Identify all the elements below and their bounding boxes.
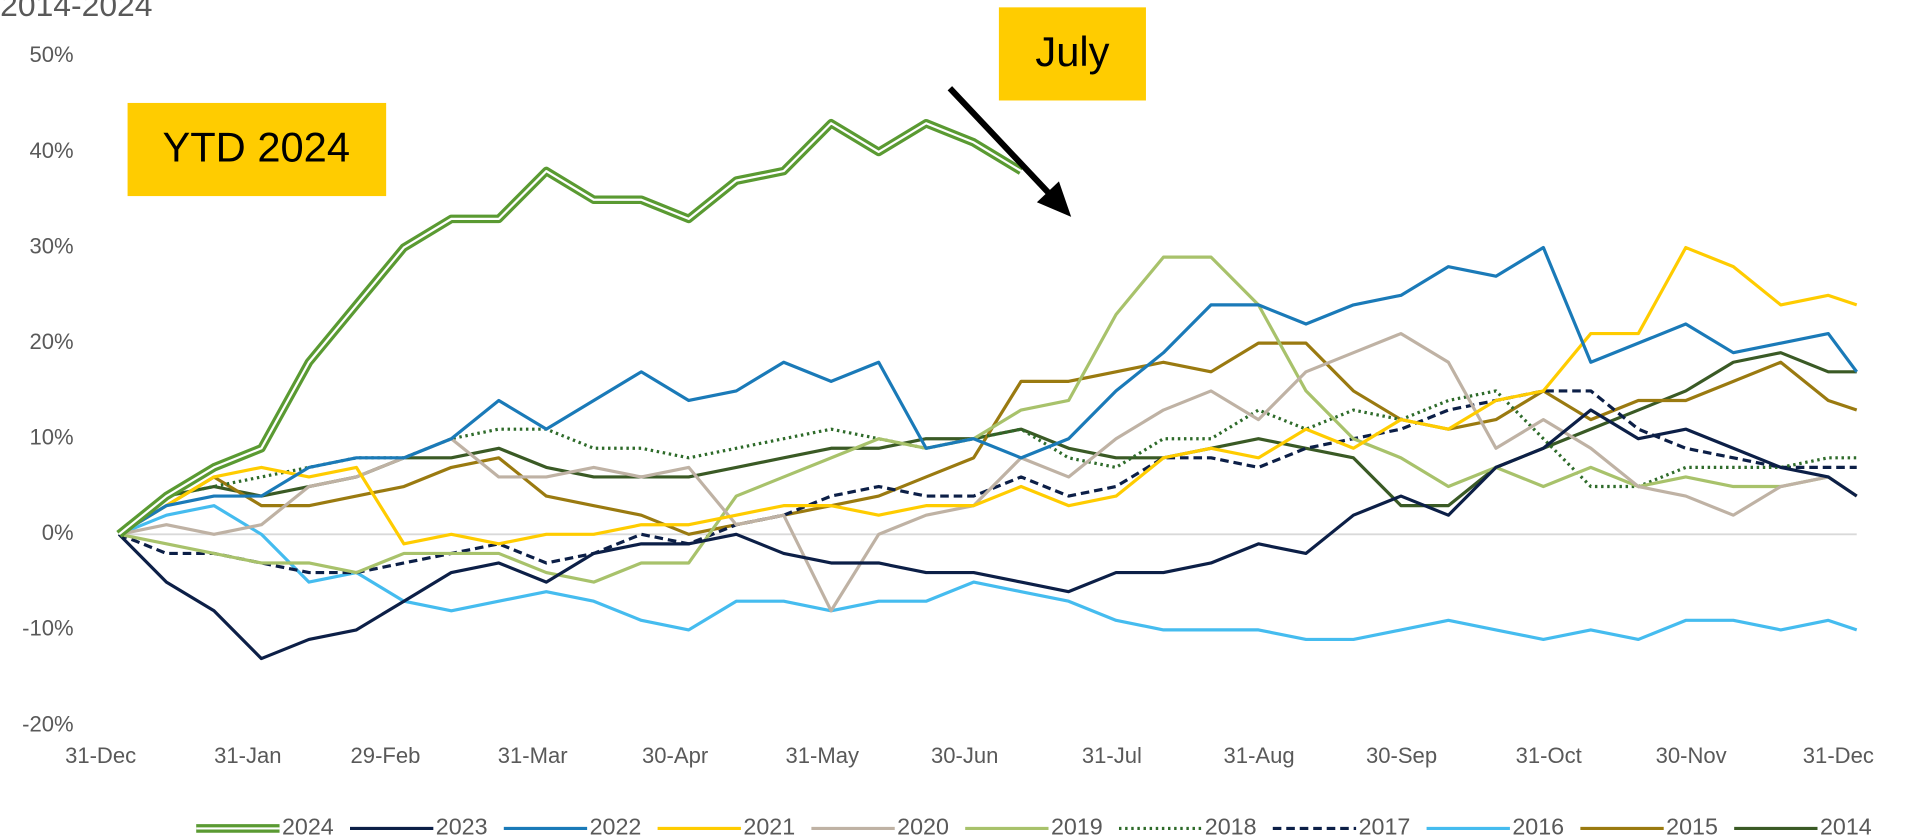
x-tick-label: 30-Nov bbox=[1656, 743, 1727, 768]
legend-label: 2021 bbox=[743, 814, 795, 837]
legend-label: 2015 bbox=[1666, 814, 1718, 837]
y-tick-label: 20% bbox=[30, 329, 74, 354]
y-tick-label: -10% bbox=[22, 616, 73, 641]
y-tick-label: 10% bbox=[30, 425, 74, 450]
x-tick-label: 31-Dec bbox=[65, 743, 136, 768]
series-line bbox=[118, 245, 1858, 546]
x-tick-label: 31-Aug bbox=[1224, 743, 1295, 768]
series-line bbox=[118, 255, 1858, 584]
series-line bbox=[118, 331, 1858, 613]
x-tick-label: 31-Jan bbox=[214, 743, 281, 768]
legend-label: 2022 bbox=[590, 814, 642, 837]
y-tick-label: 30% bbox=[30, 233, 74, 258]
x-tick-label: 31-Mar bbox=[498, 743, 568, 768]
series-line bbox=[118, 351, 1857, 536]
x-tick-label: 31-Jul bbox=[1082, 743, 1142, 768]
chart-title: 2014-2024 bbox=[0, 0, 152, 23]
x-tick-label: 30-Sep bbox=[1366, 743, 1437, 768]
y-tick-label: 0% bbox=[42, 520, 74, 545]
annotation-box bbox=[998, 7, 1146, 101]
series-line bbox=[117, 408, 1858, 661]
x-tick-label: 31-May bbox=[786, 743, 860, 768]
legend-label: 2017 bbox=[1359, 814, 1411, 837]
x-tick-label: 31-Oct bbox=[1516, 743, 1582, 768]
y-tick-label: 40% bbox=[30, 138, 74, 163]
y-tick-label: 50% bbox=[30, 42, 74, 67]
legend-label: 2020 bbox=[897, 814, 949, 837]
series-line bbox=[118, 389, 1857, 575]
legend-label: 2014 bbox=[1820, 814, 1872, 837]
legend-label: 2024 bbox=[282, 814, 334, 837]
series-line bbox=[118, 504, 1858, 642]
plot-area bbox=[116, 118, 1859, 661]
arrow-head bbox=[1036, 181, 1072, 217]
annotation: July bbox=[1035, 28, 1109, 75]
x-tick-label: 30-Jun bbox=[931, 743, 998, 768]
y-tick-label: -20% bbox=[22, 711, 73, 736]
x-tick-label: 30-Apr bbox=[642, 743, 708, 768]
legend-label: 2019 bbox=[1051, 814, 1103, 837]
annotation-arrow bbox=[947, 86, 1054, 199]
series-line bbox=[118, 245, 1859, 536]
annotation-box bbox=[127, 102, 387, 197]
legend-label: 2018 bbox=[1205, 814, 1257, 837]
legend-label: 2016 bbox=[1512, 814, 1564, 837]
x-tick-label: 31-Dec bbox=[1803, 743, 1874, 768]
legend-label: 2023 bbox=[436, 814, 488, 837]
series-line-highlight bbox=[118, 122, 1022, 536]
x-tick-label: 29-Feb bbox=[351, 743, 421, 768]
annotation: YTD 2024 bbox=[162, 124, 350, 171]
